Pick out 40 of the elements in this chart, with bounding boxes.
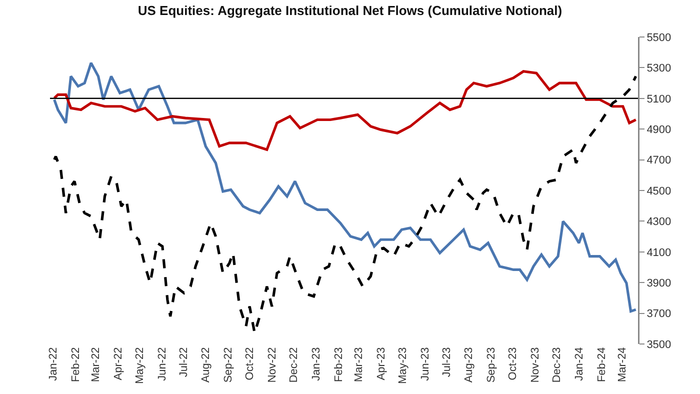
x-tick-label: Dec-22 bbox=[288, 347, 300, 383]
x-tick-label: Oct-22 bbox=[244, 347, 256, 380]
y-tick-label: 5100 bbox=[646, 93, 672, 106]
y-tick-label: 3700 bbox=[646, 308, 672, 320]
x-tick-label: Feb-24 bbox=[596, 347, 608, 382]
y-tick-label: 4300 bbox=[646, 216, 672, 228]
x-tick-label: Feb-23 bbox=[332, 347, 345, 382]
x-tick-label: Apr-23 bbox=[375, 347, 388, 380]
x-tick-label: Jan-24 bbox=[573, 347, 586, 381]
line-series bbox=[53, 70, 638, 151]
x-tick-label: Sep-22 bbox=[222, 347, 235, 383]
chart-title: US Equities: Aggregate Institutional Net Flows (Cumulative Notional) bbox=[138, 3, 562, 18]
x-tick-label: Mar-24 bbox=[616, 347, 629, 382]
x-tick-label: May-22 bbox=[134, 347, 146, 384]
x-tick-label: Jan-23 bbox=[310, 347, 322, 381]
y-tick-label: 4100 bbox=[646, 246, 672, 259]
x-tick-label: Nov-22 bbox=[266, 347, 279, 383]
y-tick-label: 5300 bbox=[646, 62, 672, 75]
y-tick-label: 3500 bbox=[646, 338, 672, 351]
x-tick-label: Jan-22 bbox=[47, 347, 60, 381]
y-tick-label: 3900 bbox=[646, 277, 672, 290]
x-tick-label: Mar-23 bbox=[352, 347, 365, 382]
y-tick-label: 4700 bbox=[646, 154, 672, 167]
x-tick-label: May-23 bbox=[396, 347, 409, 384]
y-tick-label: 4500 bbox=[646, 185, 672, 198]
x-tick-label: Nov-23 bbox=[530, 347, 542, 383]
x-tick-label: Aug-22 bbox=[200, 347, 212, 383]
x-tick-label: Jun-23 bbox=[419, 347, 432, 381]
x-tick-label: Jul-22 bbox=[178, 347, 190, 378]
x-tick-label: Oct-23 bbox=[507, 347, 520, 380]
y-tick-label: 4900 bbox=[646, 124, 672, 136]
x-tick-label: Sep-23 bbox=[486, 347, 498, 383]
x-tick-label: Feb-22 bbox=[70, 347, 82, 382]
x-tick-label: Mar-22 bbox=[90, 347, 102, 382]
x-tick-label: Jun-22 bbox=[156, 347, 168, 381]
x-tick-label: Dec-23 bbox=[551, 347, 564, 383]
x-tick-label: Apr-22 bbox=[112, 347, 124, 380]
x-tick-label: Jul-23 bbox=[440, 347, 453, 378]
x-tick-label: Aug-23 bbox=[463, 347, 476, 383]
y-tick-label: 5500 bbox=[646, 32, 672, 44]
